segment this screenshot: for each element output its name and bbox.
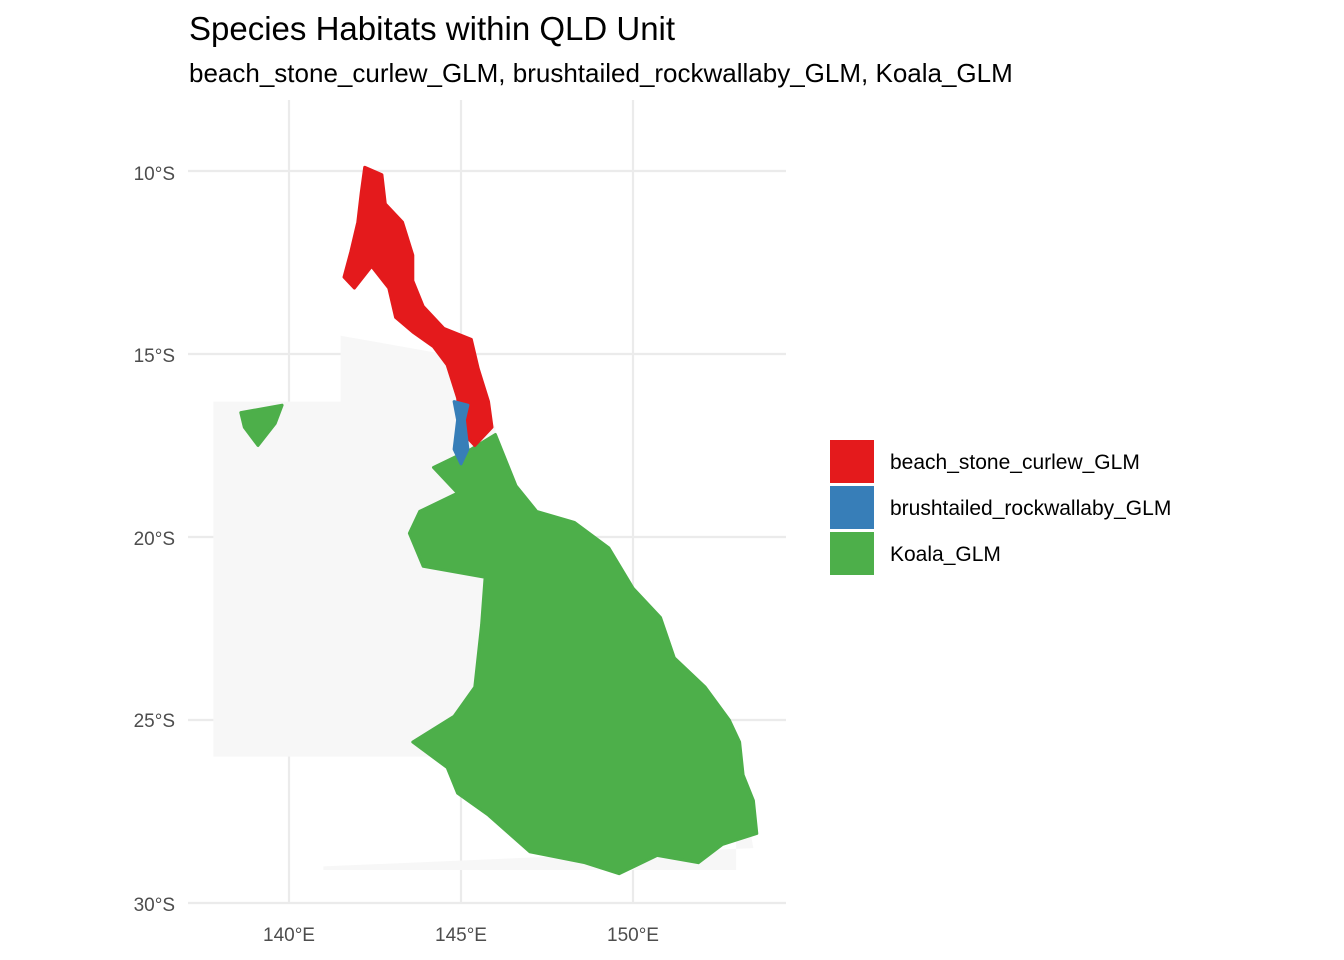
habitat-region-koala-glm-1 [239,403,284,447]
x-tick-label-140E: 140°E [263,925,315,946]
legend: beach_stone_curlew_GLM brushtailed_rockw… [830,440,1171,575]
x-tick-label-145E: 145°E [435,925,487,946]
chart-subtitle: beach_stone_curlew_GLM, brushtailed_rock… [189,58,1013,88]
y-tick-label-10S: 10°S [134,164,175,185]
legend-label-brushtailed-rockwallaby: brushtailed_rockwallaby_GLM [890,497,1171,520]
legend-swatch-beach-stone-curlew [830,440,874,483]
y-tick-label-30S: 30°S [134,895,175,916]
habitat-region-koala-glm-0 [407,433,759,876]
y-tick-label-25S: 25°S [134,711,175,732]
legend-swatch-koala [830,532,874,575]
legend-label-beach-stone-curlew: beach_stone_curlew_GLM [890,451,1140,474]
y-tick-label-20S: 20°S [134,529,175,550]
habitat-regions [239,165,759,876]
legend-swatch-brushtailed-rockwallaby [830,486,874,529]
habitat-region-brushtailed-rockwallaby-glm-3 [452,400,470,466]
legend-label-koala: Koala_GLM [890,543,1001,566]
x-tick-label-150E: 150°E [607,925,659,946]
y-tick-label-15S: 15°S [134,346,175,367]
chart-title: Species Habitats within QLD Unit [189,10,675,47]
